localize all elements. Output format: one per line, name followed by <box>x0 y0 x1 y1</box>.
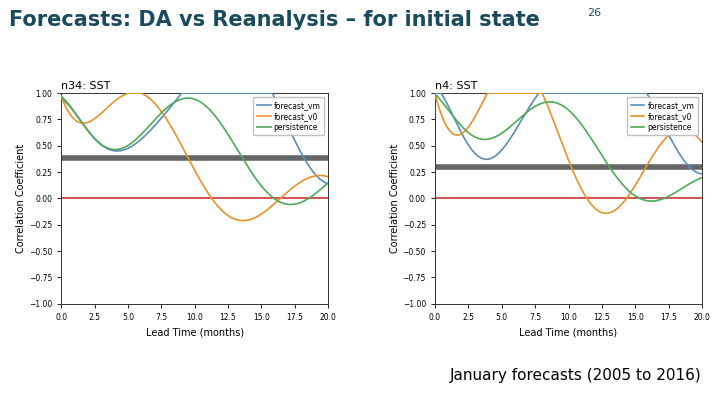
Text: Forecasts: DA vs Reanalysis – for initial state: Forecasts: DA vs Reanalysis – for initia… <box>9 10 540 30</box>
Y-axis label: Correlation Coefficient: Correlation Coefficient <box>390 144 400 253</box>
Text: January forecasts (2005 to 2016): January forecasts (2005 to 2016) <box>450 368 702 383</box>
Legend: forecast_vm, forecast_v0, persistence: forecast_vm, forecast_v0, persistence <box>253 97 325 135</box>
Y-axis label: Correlation Coefficient: Correlation Coefficient <box>16 144 26 253</box>
Text: 26: 26 <box>587 8 601 18</box>
X-axis label: Lead Time (months): Lead Time (months) <box>519 327 618 337</box>
Text: n34: SST: n34: SST <box>61 81 111 91</box>
Text: n4: SST: n4: SST <box>435 81 477 91</box>
Legend: forecast_vm, forecast_v0, persistence: forecast_vm, forecast_v0, persistence <box>627 97 698 135</box>
X-axis label: Lead Time (months): Lead Time (months) <box>145 327 244 337</box>
